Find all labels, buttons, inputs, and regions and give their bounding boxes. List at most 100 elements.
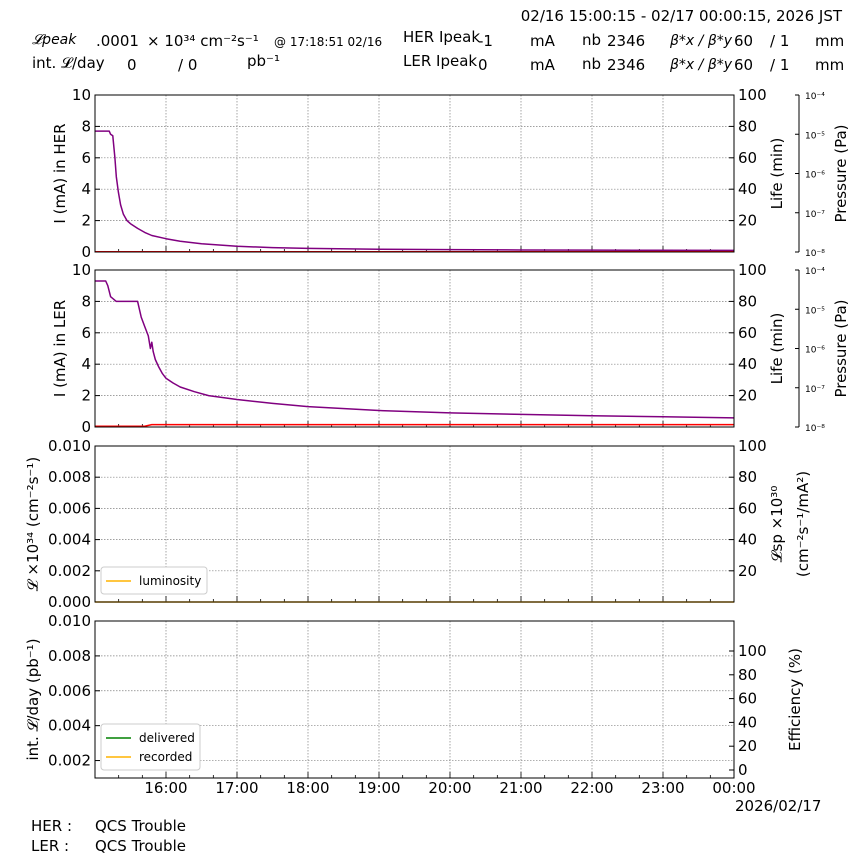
y-tick-label: 0.008 [48,468,91,486]
header-panel: 02/16 15:00:15 - 02/17 00:00:15, 2026 JS… [32,7,844,74]
right-y-axis-label: Efficiency (%) [786,648,804,751]
plot-frame [94,269,735,428]
right-y-tick-label: 0 [738,761,748,779]
right-y-tick-label: 60 [738,690,757,708]
legend-box [100,566,208,595]
pressure-axis-label: Pressure (Pa) [832,299,850,397]
pressure-tick-label: 10⁻⁷ [805,210,825,220]
right-y-axis-label: Life (min) [768,138,786,210]
series-line-1-0 [95,280,735,419]
y-tick-label: 0 [81,418,91,436]
y-axis-label: int. 𝓛/day (pb⁻¹) [24,638,42,760]
pressure-axis-label: Pressure (Pa) [832,124,850,222]
legend-label-luminosity: luminosity [139,574,201,588]
pressure-tick-label: 10⁻⁷ [805,385,825,395]
right-y-tick-label: 100 [738,437,767,455]
y-tick-label: 8 [81,292,91,310]
x-tick-label: 18:00 [286,779,329,797]
pressure-tick-label: 10⁻⁴ [805,267,825,277]
y-tick-label: 4 [81,180,91,198]
ler-ipeak-value: 0 [478,56,488,74]
pressure-tick-label: 10⁻⁵ [805,306,825,316]
y-tick-label: 2 [81,212,91,230]
x-tick-label: 17:00 [215,779,258,797]
y-tick-label: 0.010 [48,612,91,630]
right-y-axis-label: 𝓛sp ×10³⁰ [768,486,786,563]
right-y-axis-label-unit: (cm⁻²s⁻¹/mA²) [794,471,812,577]
ler-beta-x: 60 [734,56,753,74]
plot-frame [94,620,735,779]
series-line-1-1 [95,423,734,427]
intl-unit: pb⁻¹ [247,52,280,70]
pressure-tick-label: 10⁻⁶ [805,346,825,356]
right-y-tick-label: 100 [738,261,767,279]
y-tick-label: 0.004 [48,717,91,735]
ler-ipeak-label: LER Ipeak [403,52,477,70]
ler-ipeak-unit: mA [530,56,556,74]
y-tick-label: 6 [81,149,91,167]
right-y-tick-label: 20 [738,562,757,580]
x-tick-label: 23:00 [641,779,684,797]
her-beta-label: β*x / β*y [669,33,733,49]
ler-nb-value: 2346 [607,56,645,74]
plot-frame [94,94,735,253]
y-tick-label: 0.006 [48,499,91,517]
lpeak-value: .0001 [96,32,139,50]
y-tick-label: 4 [81,355,91,373]
her-beta-x: 60 [734,32,753,50]
ler-beta-unit: mm [815,56,844,74]
legend-box [100,723,201,771]
intl-recorded: / 0 [178,56,197,74]
pressure-tick-label: 10⁻⁴ [805,92,825,102]
series-line-0-0 [95,130,735,252]
her-ipeak-unit: mA [530,32,556,50]
right-y-tick-label: 20 [738,737,757,755]
right-y-tick-label: 40 [738,531,757,549]
y-tick-label: 0.008 [48,647,91,665]
right-y-tick-label: 20 [738,387,757,405]
right-y-tick-label: 80 [738,292,757,310]
y-tick-label: 0.004 [48,531,91,549]
pressure-tick-label: 10⁻⁵ [805,131,825,141]
right-y-tick-label: 40 [738,355,757,373]
right-y-tick-label: 40 [738,713,757,731]
intl-delivered: 0 [127,56,137,74]
ler-beta-label: β*x / β*y [669,57,733,73]
pressure-tick-label: 10⁻⁶ [805,171,825,181]
y-tick-label: 0.006 [48,682,91,700]
y-tick-label: 10 [72,261,91,279]
right-y-tick-label: 80 [738,468,757,486]
right-y-tick-label: 80 [738,117,757,135]
x-tick-label: 19:00 [357,779,400,797]
x-tick-label: 21:00 [499,779,542,797]
right-y-tick-label: 100 [738,642,767,660]
time-range: 02/16 15:00:15 - 02/17 00:00:15, 2026 JS… [521,7,843,25]
x-tick-label: 00:00 [712,779,755,797]
plot-frame [94,445,735,603]
y-tick-label: 10 [72,86,91,104]
pressure-tick-label: 10⁻⁸ [805,424,825,434]
her-nb-label: nb [582,31,601,49]
ler-nb-label: nb [582,55,601,73]
right-y-tick-label: 20 [738,212,757,230]
lpeak-unit: × 10³⁴ cm⁻²s⁻¹ [147,32,259,50]
y-tick-label: 0 [81,243,91,261]
x-tick-label: 22:00 [570,779,613,797]
right-y-tick-label: 80 [738,666,757,684]
lpeak-label: 𝓛peak [32,32,77,48]
ler-beta-y: / 1 [770,56,789,74]
right-y-tick-label: 60 [738,499,757,517]
right-y-tick-label: 40 [738,180,757,198]
y-axis-label: I (mA) in HER [51,123,69,223]
y-axis-label: 𝓛 ×10³⁴ (cm⁻²s⁻¹) [24,457,42,591]
legend-label-delivered: delivered [139,731,195,745]
right-y-tick-label: 100 [738,86,767,104]
legend-label-recorded: recorded [139,750,192,764]
x-tick-label: 20:00 [428,779,471,797]
her-beta-y: / 1 [770,32,789,50]
y-tick-label: 8 [81,117,91,135]
y-tick-label: 2 [81,387,91,405]
her-nb-value: 2346 [607,32,645,50]
